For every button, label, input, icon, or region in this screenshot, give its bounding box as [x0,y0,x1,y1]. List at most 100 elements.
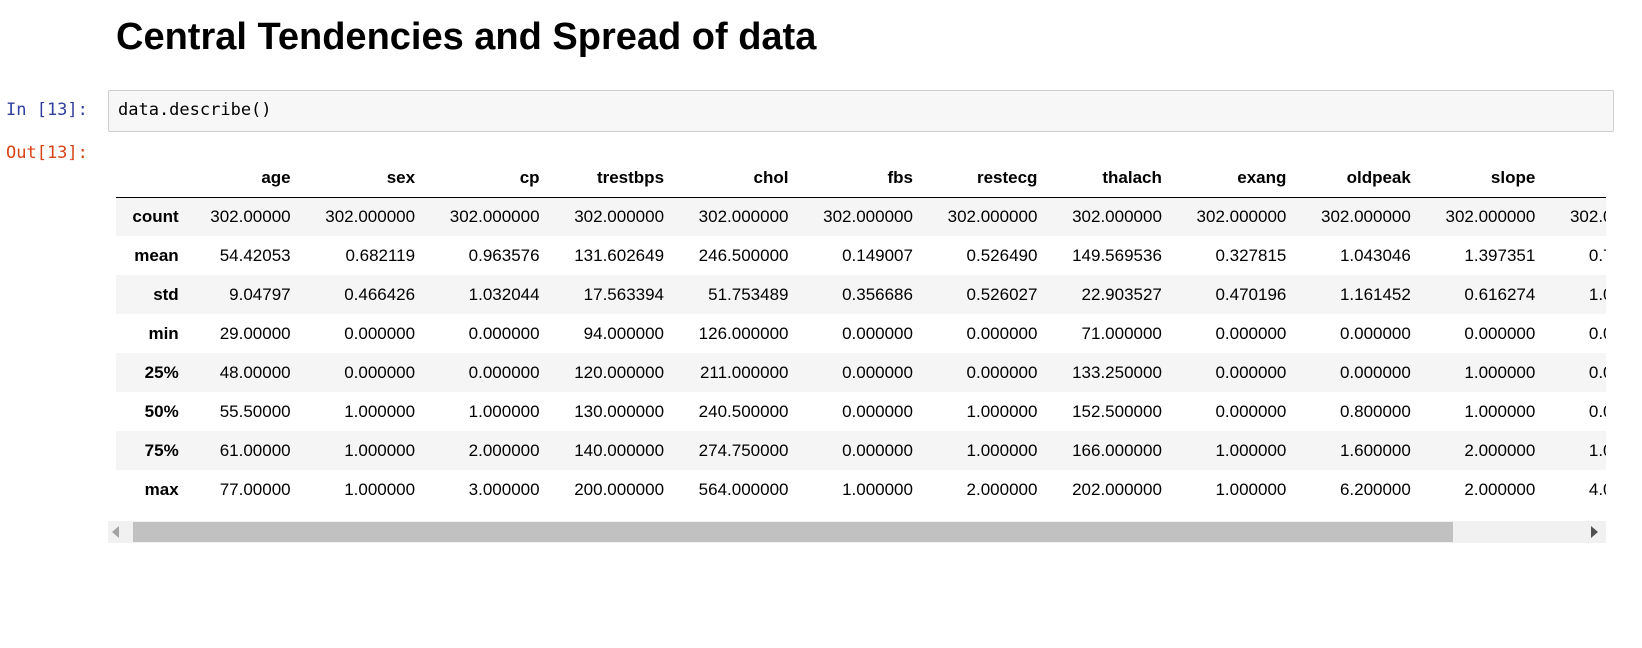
table-cell: 302.000000 [449,206,540,226]
scroll-left-arrow-icon[interactable] [112,526,119,538]
table-cell: 1.000000 [1464,401,1536,421]
column-header: fbs [794,160,919,198]
table-cell: 200.000000 [574,479,665,499]
row-label: 75% [144,440,179,460]
table-cell: 166.000000 [1072,440,1162,460]
table-cell: 1.000000 [344,440,416,460]
table-cell: 133.250000 [1072,362,1162,382]
table-cell: 55.50000 [219,401,291,421]
table-cell: 1.000000 [468,401,540,421]
table-cell: 77.00000 [219,479,291,499]
table-cell: 0.616274 [1464,284,1536,304]
column-header: age [188,160,297,198]
table-cell: 3.000000 [468,479,540,499]
table-cell: 0.000000 [842,401,913,421]
table-row: count 302.00000 302.000000 302.000000 302.00… [116,197,1606,236]
table-cell: 0.000000 [1339,362,1411,382]
table-cell: 302.000000 [1445,206,1536,226]
table-cell: 302.000000 [1569,206,1606,226]
table-cell: 140.000000 [574,440,665,460]
table-cell: 0.000000 [468,362,540,382]
table-cell: 0.000000 [1339,323,1411,343]
column-header: trestbps [545,160,671,198]
table-cell: 0.000000 [842,323,913,343]
table-cell: 302.000000 [1072,206,1162,226]
table-cell: 1.161452 [1339,284,1411,304]
table-cell: 152.500000 [1072,401,1162,421]
row-label: min [148,323,179,343]
table-row: 50% 55.50000 1.000000 1.000000 130.000000 240… [116,392,1606,431]
table-cell: 0.000000 [1588,323,1606,343]
code-cell-editor[interactable]: data.describe() [108,90,1614,132]
table-cell: 1.032044 [468,284,540,304]
table-cell: 0.000000 [1588,401,1606,421]
table-cell: 1.006748 [1588,284,1606,304]
horizontal-scrollbar[interactable] [108,521,1606,543]
column-header: oldpeak [1292,160,1417,198]
table-cell: 1.000000 [344,401,416,421]
row-label: mean [134,245,179,265]
table-cell: 1.397351 [1464,245,1536,265]
table-cell: 2.000000 [966,479,1038,499]
table-cell: 61.00000 [219,440,291,460]
table-cell: 126.000000 [698,323,789,343]
table-cell: 6.200000 [1339,479,1411,499]
table-cell: 274.750000 [698,440,789,460]
table-cell: 1.043046 [1339,245,1411,265]
table-cell: 0.000000 [842,440,913,460]
index-header [116,160,189,198]
table-row: mean 54.42053 0.682119 0.963576 131.602649 24… [116,236,1606,275]
table-cell: 0.327815 [1215,245,1287,265]
table-cell: 22.903527 [1081,284,1162,304]
table-cell: 1.600000 [1339,440,1411,460]
column-header: cp [421,160,546,198]
scrollbar-thumb[interactable] [133,522,1453,542]
table-cell: 302.00000 [210,206,291,226]
table-cell: 202.000000 [1072,479,1162,499]
row-label: max [144,479,179,499]
scroll-right-arrow-icon[interactable] [1591,526,1598,538]
table-cell: 0.000000 [1215,323,1287,343]
table-cell: 1.000000 [1215,479,1287,499]
table-cell: 54.42053 [219,245,291,265]
table-row: std 9.04797 0.466426 1.032044 17.563394 51.75… [116,275,1606,314]
table-cell: 1.000000 [1215,440,1287,460]
input-prompt: In [13]: [6,100,88,120]
table-cell: 149.569536 [1072,245,1162,265]
table-cell: 0.000000 [842,362,913,382]
table-cell: 0.000000 [468,323,540,343]
table-cell: 71.000000 [1081,323,1162,343]
table-cell: 0.000000 [966,323,1038,343]
table-cell: 0.149007 [842,245,913,265]
table-cell: 0.466426 [344,284,416,304]
table-cell: 0.526027 [966,284,1038,304]
table-cell: 246.500000 [698,245,789,265]
table-cell: 0.000000 [966,362,1038,382]
table-cell: 1.000000 [966,401,1038,421]
table-cell: 0.000000 [344,323,416,343]
table-cell: 51.753489 [708,284,789,304]
section-heading: Central Tendencies and Spread of data [116,16,817,58]
output-prompt: Out[13]: [6,143,88,163]
table-row: max 77.00000 1.000000 3.000000 200.000000 564… [116,470,1606,509]
table-cell: 0.000000 [1588,362,1606,382]
table-cell: 0.718543 [1588,245,1606,265]
describe-table: age sex cp trestbps chol fbs restecg tha… [116,160,1606,509]
table-row: min 29.00000 0.000000 0.000000 94.000000 126.… [116,314,1606,353]
table-cell: 302.000000 [947,206,1038,226]
table-cell: 0.000000 [1215,401,1287,421]
row-label: std [153,284,179,304]
column-header: slope [1416,160,1542,198]
output-area: age sex cp trestbps chol fbs restecg tha… [108,160,1606,512]
table-cell: 131.602649 [574,245,665,265]
column-header: thalach [1043,160,1168,198]
table-cell: 2.000000 [1464,479,1536,499]
row-label: count [132,206,179,226]
table-cell: 0.963576 [468,245,540,265]
table-cell: 302.000000 [823,206,913,226]
table-cell: 0.470196 [1215,284,1287,304]
table-row: 75% 61.00000 1.000000 2.000000 140.000000 274… [116,431,1606,470]
table-cell: 0.526490 [966,245,1038,265]
table-cell: 0.356686 [842,284,913,304]
table-cell: 302.000000 [1321,206,1411,226]
